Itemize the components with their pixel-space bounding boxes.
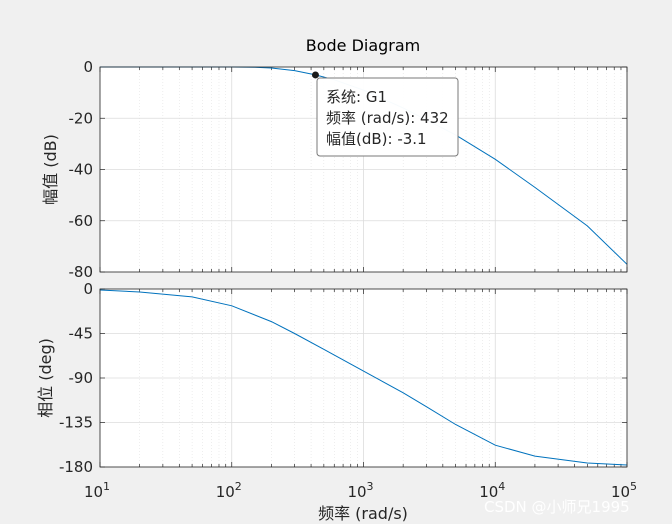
x-tick-label-exponent: 3 xyxy=(367,480,374,493)
x-tick-label: 103 xyxy=(347,480,373,501)
x-axis-label: 频率 (rad/s) xyxy=(318,504,408,523)
x-tick-label: 102 xyxy=(216,480,242,501)
y-tick-label: -80 xyxy=(69,263,94,281)
x-tick-label-base: 10 xyxy=(84,483,103,501)
y-tick-label: -40 xyxy=(69,161,94,179)
data-tip-marker[interactable] xyxy=(311,71,319,79)
watermark: CSDN @小师兄1995 xyxy=(484,498,630,516)
phase-panel: 0 -45 -90 -135 -180 相位 (deg) xyxy=(36,280,628,476)
data-tip-box xyxy=(316,77,459,157)
magnitude-ticks: 0 -20 -40 -60 -80 xyxy=(69,58,628,281)
y-tick-label: -180 xyxy=(59,458,93,476)
x-tick-label-exponent: 5 xyxy=(630,480,637,493)
y-tick-label: 0 xyxy=(83,58,93,76)
y-tick-label: -60 xyxy=(69,212,94,230)
magnitude-axes-border xyxy=(99,66,628,273)
x-tick-label-base: 10 xyxy=(347,483,366,501)
data-tip-system: 系统: G1 xyxy=(326,88,387,106)
y-tick-label: -45 xyxy=(69,325,94,343)
data-tip[interactable]: 系统: G1 频率 (rad/s): 432 幅值(dB): -3.1 xyxy=(311,71,459,157)
y-tick-label: -90 xyxy=(69,369,94,387)
phase-series-line xyxy=(99,289,628,466)
x-tick-label: 104 xyxy=(479,480,505,501)
x-tick-labels: 101 102 103 104 105 xyxy=(84,480,637,501)
x-tick-label: 101 xyxy=(84,480,110,501)
x-tick-label-exponent: 4 xyxy=(498,480,505,493)
x-tick-label-base: 10 xyxy=(611,483,630,501)
data-tip-frequency: 频率 (rad/s): 432 xyxy=(326,109,449,127)
y-tick-label: -20 xyxy=(69,109,94,127)
x-tick-label-exponent: 2 xyxy=(235,480,242,493)
phase-ticks: 0 -45 -90 -135 -180 xyxy=(59,280,628,476)
x-tick-label-exponent: 1 xyxy=(103,480,110,493)
x-tick-label: 105 xyxy=(611,480,637,501)
x-tick-label-base: 10 xyxy=(216,483,235,501)
chart-title: Bode Diagram xyxy=(306,36,421,55)
phase-axes-border xyxy=(99,288,628,468)
data-tip-magnitude: 幅值(dB): -3.1 xyxy=(326,130,427,148)
y-tick-label: -135 xyxy=(59,414,93,432)
x-tick-label-base: 10 xyxy=(479,483,498,501)
y-tick-label: 0 xyxy=(83,280,93,298)
magnitude-ylabel: 幅值 (dB) xyxy=(41,134,60,205)
phase-ylabel: 相位 (deg) xyxy=(36,338,55,418)
